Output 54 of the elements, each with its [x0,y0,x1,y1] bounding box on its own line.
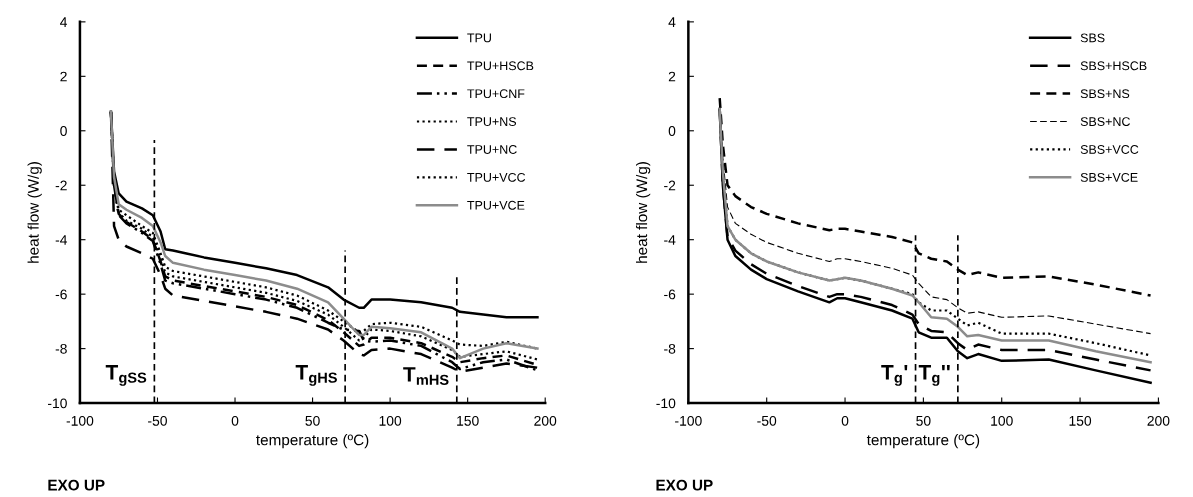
text: EXO UP [656,479,713,491]
y-tick-label: -2 [664,180,676,191]
x-axis-title: temperature (ºC) [256,434,369,449]
x-tick-label: 200 [1147,415,1170,426]
y-tick-label: 2 [60,71,67,82]
x-tick-label: 100 [991,415,1013,426]
legend-label: SBS+NS [1080,89,1130,99]
y-tick-label: 2 [668,71,676,82]
y-tick-label: -10 [656,398,676,409]
y-axis-title: heat flow (W/g) [27,162,42,263]
x-tick-label: 50 [305,415,320,426]
x-tick-label: -50 [148,415,167,426]
legend-label: SBS [1080,33,1105,43]
y-tick-label: 4 [668,17,676,27]
y-tick-label: -2 [55,180,67,191]
ref-line-label: T$_{gHS}$ [295,365,337,386]
ref-line-label: T$_{g}$'' [918,365,950,386]
y-tick-label: -4 [664,235,676,245]
x-tick-label: -50 [757,415,777,426]
legend-label: TPU+NC [467,145,517,154]
y-axis-title: heat flow (W/g) [635,162,651,263]
y-tick-label: 4 [60,17,68,27]
ref-line-label: T$_{gSS}$ [105,365,147,386]
legend-label: SBS+VCC [1080,145,1139,154]
legend-label: TPU+CNF [467,89,525,99]
y-tick-label: -10 [47,398,67,409]
x-tick-label: -100 [66,415,94,426]
legend-label: SBS+VCE [1080,172,1138,182]
y-tick-label: 0 [60,126,67,136]
legend-label: TPU+VCE [467,200,525,210]
y-tick-label: -8 [664,343,676,354]
x-axis-title: temperature (ºC) [866,434,980,449]
legend-label: SBS+NC [1080,117,1130,127]
y-tick-label: -8 [55,343,67,354]
ref-line-label: T$_{mHS}$ [403,367,449,385]
ref-line-label: T$_{g}$' [881,365,908,386]
x-tick-label: 0 [231,415,239,426]
legend-label: TPU+VCC [467,172,526,182]
x-tick-label: 50 [916,415,931,426]
x-tick-label: 0 [841,415,849,426]
x-tick-label: -100 [675,415,702,426]
y-tick-label: -6 [55,289,67,300]
x-tick-label: 150 [457,415,479,426]
y-tick-label: 0 [668,126,676,136]
y-tick-label: -4 [55,235,68,245]
legend-label: TPU+NS [467,117,517,127]
x-tick-label: 200 [534,415,557,426]
text: EXO UP [48,479,105,491]
legend-label: TPU+HSCB [467,61,534,71]
legend-label: SBS+HSCB [1080,61,1147,71]
x-tick-label: 150 [1069,415,1092,426]
legend-label: TPU [467,33,491,43]
x-tick-label: 100 [379,415,402,426]
y-tick-label: -6 [664,289,676,300]
